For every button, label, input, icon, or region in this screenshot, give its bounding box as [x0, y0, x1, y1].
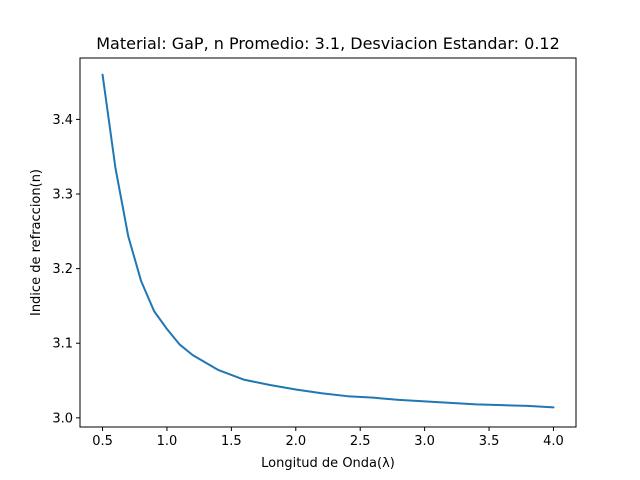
x-tick-label: 3.0	[414, 434, 435, 449]
x-tick-label: 1.0	[157, 434, 178, 449]
x-tick-label: 0.5	[92, 434, 113, 449]
y-tick-label: 3.0	[52, 411, 73, 426]
chart-title: Material: GaP, n Promedio: 3.1, Desviaci…	[96, 34, 560, 53]
x-axis: 0.5 1.0 1.5 2.0 2.5 3.0 3.5 4.0	[92, 427, 564, 449]
y-tick-label: 3.4	[52, 113, 73, 128]
plot-area	[101, 73, 555, 409]
x-tick-label: 2.0	[285, 434, 306, 449]
y-axis: 3.0 3.1 3.2 3.3 3.4	[52, 113, 80, 426]
y-axis-label: Indice de refraccion(n)	[29, 169, 44, 316]
y-tick-label: 3.1	[52, 337, 73, 352]
axes-frame	[79, 57, 577, 428]
x-axis-label: Longitud de Onda(λ)	[261, 456, 395, 471]
x-tick-label: 2.5	[350, 434, 371, 449]
x-tick-label: 1.5	[221, 434, 242, 449]
y-tick-label: 3.3	[52, 188, 73, 203]
x-tick-label: 3.5	[479, 434, 500, 449]
series-line	[101, 73, 555, 409]
x-tick-label: 4.0	[543, 434, 564, 449]
y-tick-label: 3.2	[52, 262, 73, 277]
